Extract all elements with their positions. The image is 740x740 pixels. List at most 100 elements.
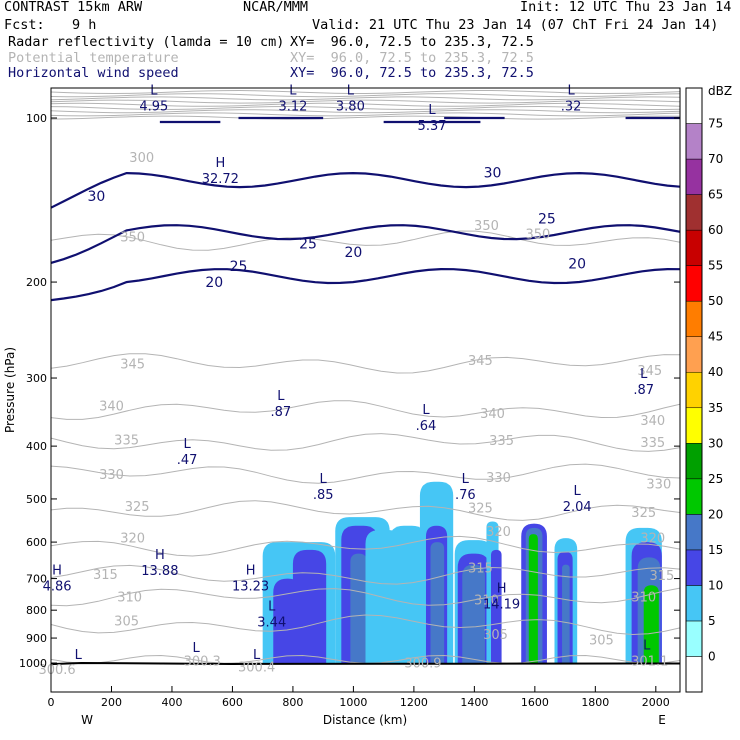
wind-label: 20 — [568, 257, 586, 273]
extremum-high-marker: H — [52, 564, 62, 579]
reflectivity-cell — [350, 553, 368, 663]
colorbar-tick-label: 60 — [708, 223, 723, 237]
colorbar-tick-label: 0 — [708, 649, 716, 663]
theta-label: 330 — [486, 471, 511, 486]
theta-label: 335 — [114, 434, 139, 449]
theta-label: 335 — [640, 436, 665, 451]
extremum-low-marker: L — [428, 103, 436, 118]
extremum-high-marker: H — [497, 581, 507, 596]
extremum-low-marker: L — [320, 472, 328, 487]
extremum-value: 3.12 — [278, 99, 307, 114]
extremum-high-marker: H — [215, 156, 225, 171]
colorbar-swatch — [685, 229, 703, 266]
extremum-value: .76 — [455, 488, 476, 503]
theta-label: 350 — [525, 228, 550, 243]
extremum-low-marker: L — [268, 600, 276, 615]
y-tick-label: 400 — [26, 440, 47, 453]
theta-contours — [51, 89, 680, 664]
extremum-low-marker: L — [422, 403, 430, 418]
colorbar-swatch — [685, 585, 703, 622]
theta-label: 315 — [649, 569, 674, 584]
wind-contour-25 — [51, 224, 680, 264]
extremum-low-marker: L — [183, 437, 191, 452]
colorbar-swatch — [685, 478, 703, 515]
theta-label: 310 — [117, 590, 142, 605]
theta-contour-310 — [51, 587, 680, 607]
theta-label: 320 — [486, 525, 511, 540]
extremum-low-marker: L — [150, 83, 158, 98]
theta-label: 300.3 — [184, 655, 221, 670]
theta-label: 325 — [468, 501, 493, 516]
extremum-low-marker: L — [193, 641, 201, 656]
x-tick-label: 800 — [282, 696, 303, 709]
extremum-low-marker: L — [75, 648, 83, 663]
x-tick-label: 1400 — [460, 696, 488, 709]
extremum-low-marker: L — [253, 648, 261, 663]
wind-contour-30 — [51, 171, 680, 209]
reflectivity-cell — [490, 549, 502, 663]
theta-contour-330 — [51, 463, 680, 484]
reflectivity-cell — [528, 534, 538, 663]
x-tick-label: 400 — [161, 696, 182, 709]
x-tick-label: 1600 — [521, 696, 549, 709]
extremum-value: 13.23 — [232, 580, 269, 595]
extremum-value: 32.72 — [202, 172, 239, 187]
x-tick-label: 600 — [222, 696, 243, 709]
theta-contour-350 — [51, 230, 680, 251]
colorbar-swatch — [685, 656, 703, 693]
field-theta-xy: XY= 96.0, 72.5 to 235.3, 72.5 — [290, 50, 534, 66]
extremum-value: 13.88 — [141, 564, 178, 579]
colorbar-tick-label: 45 — [708, 330, 723, 344]
extremum-value: 3.44 — [257, 616, 286, 631]
wind-contours — [51, 116, 680, 302]
extremum-value: .87 — [270, 405, 291, 420]
theta-label: 350 — [474, 219, 499, 234]
colorbar-tick-label: 55 — [708, 259, 723, 273]
theta-contour-upper — [51, 99, 680, 104]
colorbar-tick-label: 75 — [708, 117, 723, 131]
theta-label: 350 — [120, 231, 145, 246]
field-theta-name: Potential temperature — [8, 50, 179, 66]
colorbar-swatch — [685, 194, 703, 231]
wind-label: 25 — [538, 212, 556, 228]
colorbar-frame — [685, 87, 703, 693]
init-time: Init: 12 UTC Thu 23 Jan 14 — [520, 0, 732, 15]
forecast-hours: 9 h — [72, 17, 97, 33]
field-wind-name: Horizontal wind speed — [8, 65, 179, 81]
wind-label: 30 — [87, 189, 105, 205]
theta-contour-upper — [51, 105, 680, 111]
extremum-low-marker: L — [347, 83, 355, 98]
theta-contour-upper — [51, 89, 680, 95]
y-tick-label: 600 — [26, 536, 47, 549]
colorbar-tick-label: 70 — [708, 152, 723, 166]
theta-label: 310 — [474, 594, 499, 609]
theta-label: 325 — [631, 506, 656, 521]
colorbar-swatch — [685, 300, 703, 337]
theta-contour-320 — [51, 535, 680, 557]
extremum-low-marker: L — [277, 389, 285, 404]
colorbar-tick-label: 10 — [708, 578, 723, 592]
theta-contour-345 — [51, 353, 680, 374]
theta-label: 345 — [120, 357, 145, 372]
field-reflectivity-name: Radar reflectivity (lamda = 10 cm) — [8, 34, 285, 50]
theta-contour-upper — [51, 112, 680, 117]
extremum-low-marker: L — [640, 367, 648, 382]
x-tick-label: 0 — [48, 696, 55, 709]
theta-contour-340 — [51, 400, 680, 420]
extremum-value: .47 — [177, 453, 198, 468]
theta-label: 300.6 — [38, 663, 75, 678]
east-label: E — [658, 713, 666, 727]
x-tick-label: 1800 — [581, 696, 609, 709]
theta-label: 320 — [120, 531, 145, 546]
colorbar-tick-label: 25 — [708, 472, 723, 486]
theta-contour-upper — [51, 109, 680, 114]
colorbar-swatch — [685, 443, 703, 480]
theta-contour-315 — [51, 564, 680, 585]
field-reflectivity-xy: XY= 96.0, 72.5 to 235.3, 72.5 — [290, 34, 534, 50]
colorbar-tick-label: 35 — [708, 401, 723, 415]
extremum-value: .32 — [561, 99, 582, 114]
theta-label: 305 — [589, 633, 614, 648]
colorbar-swatch — [685, 123, 703, 160]
reflectivity-cell — [389, 525, 426, 663]
